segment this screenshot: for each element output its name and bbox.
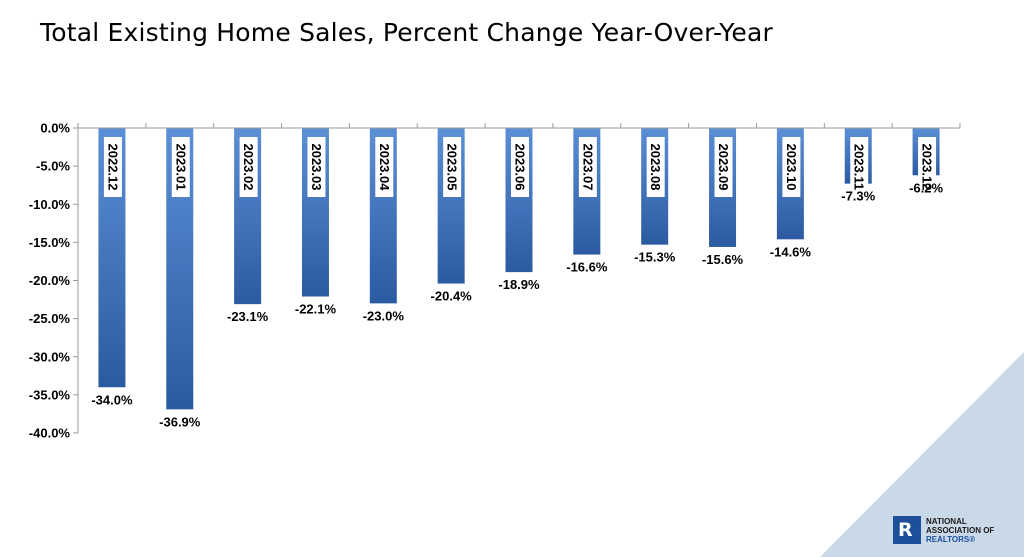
y-tick-label: -25.0%: [29, 311, 71, 326]
category-label-box: [307, 137, 326, 197]
y-axis: 0.0% -5.0% -10.0% -15.0% -20.0% -25.0% -30.0% -…: [29, 121, 79, 441]
x-axis: [77, 123, 961, 129]
y-tick-label: -10.0%: [29, 197, 71, 212]
y-tick-label: -40.0%: [29, 426, 71, 441]
data-label: -7.3%: [841, 189, 875, 204]
bar-group: 2023.06 -18.9%: [498, 128, 540, 292]
category-label: 2023.01: [173, 144, 188, 191]
category-label: 2023.12: [920, 144, 935, 191]
data-label: -15.6%: [702, 252, 744, 267]
bar-group: 2023.01 -36.9%: [159, 128, 201, 429]
category-label: 2023.05: [445, 144, 460, 191]
category-label-box: [850, 137, 869, 197]
data-label: -23.0%: [363, 308, 405, 323]
category-label-box: [171, 137, 190, 197]
category-label: 2023.08: [648, 144, 663, 191]
category-label-box: [511, 137, 529, 197]
bar-group: 2023.04 -23.0%: [363, 128, 405, 323]
data-label: -15.3%: [634, 250, 676, 265]
category-label: 2023.06: [513, 144, 528, 191]
y-tick-label: -30.0%: [29, 349, 71, 364]
y-tick-label: -5.0%: [36, 159, 70, 174]
category-label: 2023.11: [852, 144, 867, 190]
y-tick-label: -20.0%: [29, 273, 71, 288]
category-label-box: [103, 137, 122, 197]
bar-group: 2023.10 -14.6%: [770, 128, 812, 259]
data-label: -16.6%: [566, 260, 608, 275]
data-label: -34.0%: [91, 392, 133, 407]
realtor-r-logo-icon: R: [893, 516, 921, 544]
category-label: 2023.07: [580, 144, 595, 191]
bar-group: 2023.07 -16.6%: [566, 128, 608, 275]
category-label-box: [714, 137, 733, 197]
bar-group: 2023.02 -23.1%: [227, 128, 269, 324]
category-label: 2023.10: [784, 144, 799, 191]
data-label: -6.2%: [909, 180, 943, 195]
category-label-box: [239, 137, 258, 197]
category-label-box: [578, 137, 597, 197]
logo-line-1: NATIONAL: [926, 517, 967, 526]
category-label-box: [782, 137, 801, 197]
nar-logo: R NATIONAL ASSOCIATION OF REALTORS®: [893, 514, 1018, 548]
bar-group: 2023.12-6.2%: [909, 128, 943, 197]
y-tick-label: -15.0%: [29, 235, 71, 250]
data-label: -18.9%: [498, 277, 540, 292]
category-label-box: [443, 137, 462, 197]
category-label-box: [918, 137, 937, 197]
category-label: 2023.04: [377, 144, 392, 192]
data-label: -14.6%: [770, 244, 812, 259]
y-tick-label: -35.0%: [29, 387, 71, 402]
bar-group: 2023.03 -22.1%: [295, 128, 337, 317]
data-label: -20.4%: [431, 289, 473, 304]
bar-group: 2023.11-7.3%: [841, 128, 876, 204]
bar-group: 2023.08 -15.3%: [634, 128, 676, 265]
data-label: -23.1%: [227, 309, 269, 324]
logo-line-3: REALTORS®: [926, 535, 976, 544]
chart-title: Total Existing Home Sales, Percent Chang…: [40, 18, 773, 47]
y-tick-label: 0.0%: [40, 121, 70, 136]
logo-text: NATIONAL ASSOCIATION OF REALTORS®: [926, 517, 1021, 544]
bar-group: 2023.05 -20.4%: [431, 128, 473, 304]
category-label: 2023.03: [309, 144, 324, 191]
data-label: -22.1%: [295, 302, 337, 317]
category-label: 2023.09: [716, 144, 731, 191]
category-label: 2022.12: [105, 144, 120, 191]
bar-group: 2022.12 -34.0%: [91, 128, 133, 407]
category-label: 2023.02: [241, 144, 256, 191]
bar-group: 2023.09 -15.6%: [702, 128, 744, 267]
logo-mark-letter: R: [898, 519, 913, 541]
category-label-box: [646, 137, 665, 197]
category-label-box: [375, 137, 394, 197]
logo-line-2: ASSOCIATION OF: [926, 526, 995, 535]
bars-group: 2022.12-34.0%2023.01-36.9%2023.02-23.1%2…: [91, 128, 943, 429]
data-label: -36.9%: [159, 414, 201, 429]
